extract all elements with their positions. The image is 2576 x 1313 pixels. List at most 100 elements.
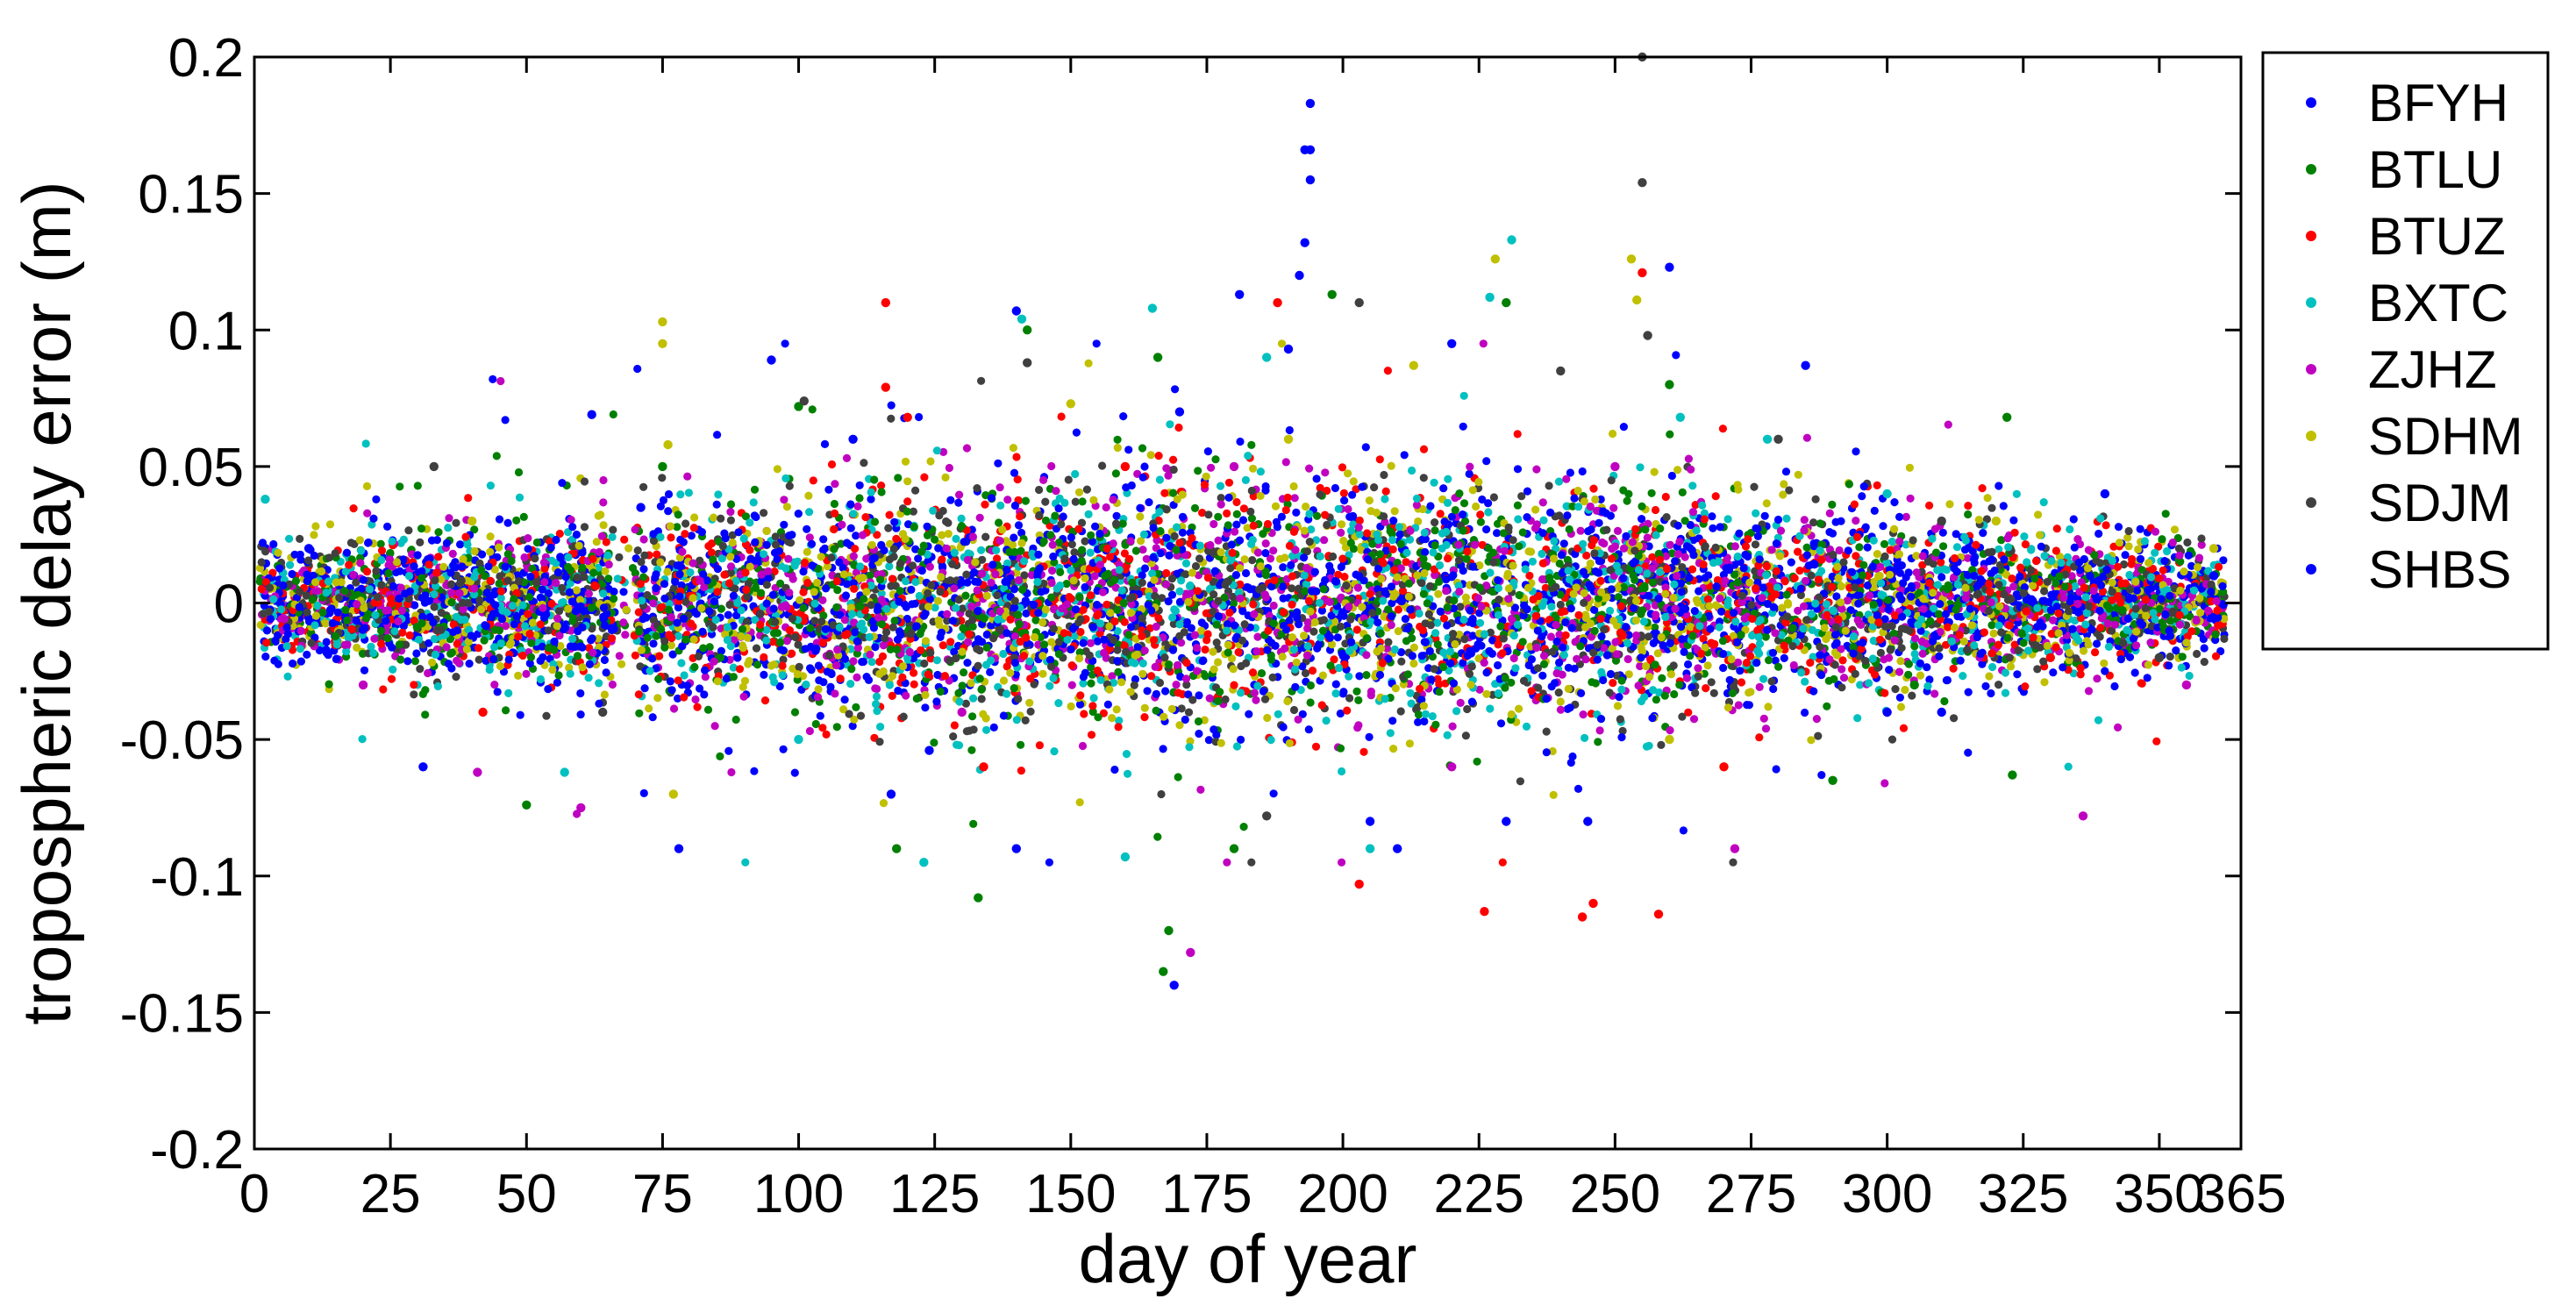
legend-marker xyxy=(2306,364,2316,375)
data-point xyxy=(598,707,608,717)
data-point xyxy=(1632,295,1642,305)
y-tick-label: 0 xyxy=(214,574,244,635)
data-point xyxy=(1653,910,1664,919)
x-tick-label: 50 xyxy=(496,1164,557,1224)
axis-ticks: 0 25 50 75 100 125 150 175 200 225 250 275 300 325 350… xyxy=(120,28,2287,1224)
data-point xyxy=(2209,544,2219,553)
data-point xyxy=(1354,879,1364,889)
legend: BFYH BTLU BTUZ BXTC ZJHZ SDHM SDJM SHBS xyxy=(2261,51,2550,651)
data-point xyxy=(1485,292,1495,303)
legend-label: SDHM xyxy=(2368,407,2523,466)
data-point xyxy=(2078,811,2088,821)
data-point xyxy=(658,461,667,472)
data-point xyxy=(467,516,477,526)
data-point xyxy=(587,410,596,419)
x-tick-label: 100 xyxy=(753,1164,844,1224)
data-point xyxy=(1610,461,1620,472)
x-axis-title: day of year xyxy=(1079,1220,1417,1297)
data-point xyxy=(1229,844,1239,853)
data-point xyxy=(1556,366,1566,376)
data-point xyxy=(1017,314,1027,324)
y-tick-label: 0.2 xyxy=(168,28,244,89)
data-point xyxy=(919,858,929,867)
data-point xyxy=(924,746,934,755)
legend-label: ZJHZ xyxy=(2368,340,2497,399)
series-btuz xyxy=(478,268,2055,922)
data-point xyxy=(1365,844,1375,853)
data-point xyxy=(1502,817,1511,826)
data-point xyxy=(1665,734,1674,745)
data-point xyxy=(1300,238,1309,247)
data-point xyxy=(1675,412,1686,422)
data-point xyxy=(1152,353,1163,362)
data-point xyxy=(1447,339,1457,348)
y-tick-label: 0.1 xyxy=(168,301,244,361)
x-tick-label: 200 xyxy=(1297,1164,1388,1224)
legend-label: BFYH xyxy=(2368,74,2508,132)
data-point xyxy=(1283,344,1294,354)
data-point xyxy=(2154,653,2165,662)
data-point xyxy=(892,844,902,853)
data-point xyxy=(1365,817,1375,826)
x-tick-label: 250 xyxy=(1570,1164,1660,1224)
legend-marker xyxy=(2306,97,2316,108)
data-point xyxy=(1011,306,1022,316)
x-tick-label: 0 xyxy=(239,1164,269,1224)
series-bfyh xyxy=(418,98,2110,990)
data-point xyxy=(658,317,667,327)
data-point xyxy=(1730,844,1740,853)
legend-label: BTUZ xyxy=(2368,207,2506,266)
data-point xyxy=(1626,254,1637,264)
legend-label: SHBS xyxy=(2368,540,2511,599)
data-point xyxy=(1262,353,1272,362)
data-point xyxy=(358,680,368,690)
data-point xyxy=(1011,844,1022,853)
data-point xyxy=(1480,907,1489,917)
data-point xyxy=(767,355,776,365)
data-point xyxy=(418,762,428,772)
x-tick-label: 350 xyxy=(2114,1164,2204,1224)
x-tick-label: 150 xyxy=(1025,1164,1116,1224)
data-point xyxy=(2045,653,2055,662)
data-point xyxy=(1502,297,1511,308)
y-tick-label: 0.15 xyxy=(138,165,244,225)
data-point xyxy=(1169,981,1179,990)
legend-marker xyxy=(2306,164,2316,175)
data-point xyxy=(1305,98,1316,109)
data-point xyxy=(848,434,858,444)
y-tick-label: -0.2 xyxy=(150,1120,244,1181)
data-point xyxy=(576,803,586,813)
data-point xyxy=(303,544,314,553)
x-tick-label: 325 xyxy=(1978,1164,2068,1224)
x-tick-label: 175 xyxy=(1161,1164,1252,1224)
data-point xyxy=(903,412,912,422)
data-point xyxy=(658,339,667,348)
legend-marker xyxy=(2306,231,2316,241)
legend-marker xyxy=(2306,564,2316,574)
data-point xyxy=(1882,489,1892,499)
data-point xyxy=(1147,303,1158,313)
data-point xyxy=(1295,270,1304,281)
data-point xyxy=(1583,817,1593,826)
data-point xyxy=(1909,680,1919,690)
y-tick-label: 0.05 xyxy=(138,438,244,498)
data-point xyxy=(1235,289,1245,299)
data-point xyxy=(1801,360,1810,370)
data-point xyxy=(1665,262,1674,272)
x-tick-label: 125 xyxy=(889,1164,980,1224)
data-point xyxy=(1159,967,1168,976)
data-point xyxy=(979,762,988,772)
data-point xyxy=(663,439,673,450)
data-point xyxy=(2209,571,2219,581)
data-point xyxy=(1643,331,1652,340)
data-point xyxy=(668,789,678,799)
data-point xyxy=(1273,297,1282,308)
data-point xyxy=(560,767,569,777)
data-point xyxy=(1120,852,1131,862)
scatter-points-layer xyxy=(260,52,2219,990)
data-point xyxy=(636,503,646,512)
data-point xyxy=(1023,325,1032,335)
data-point xyxy=(1300,145,1309,154)
